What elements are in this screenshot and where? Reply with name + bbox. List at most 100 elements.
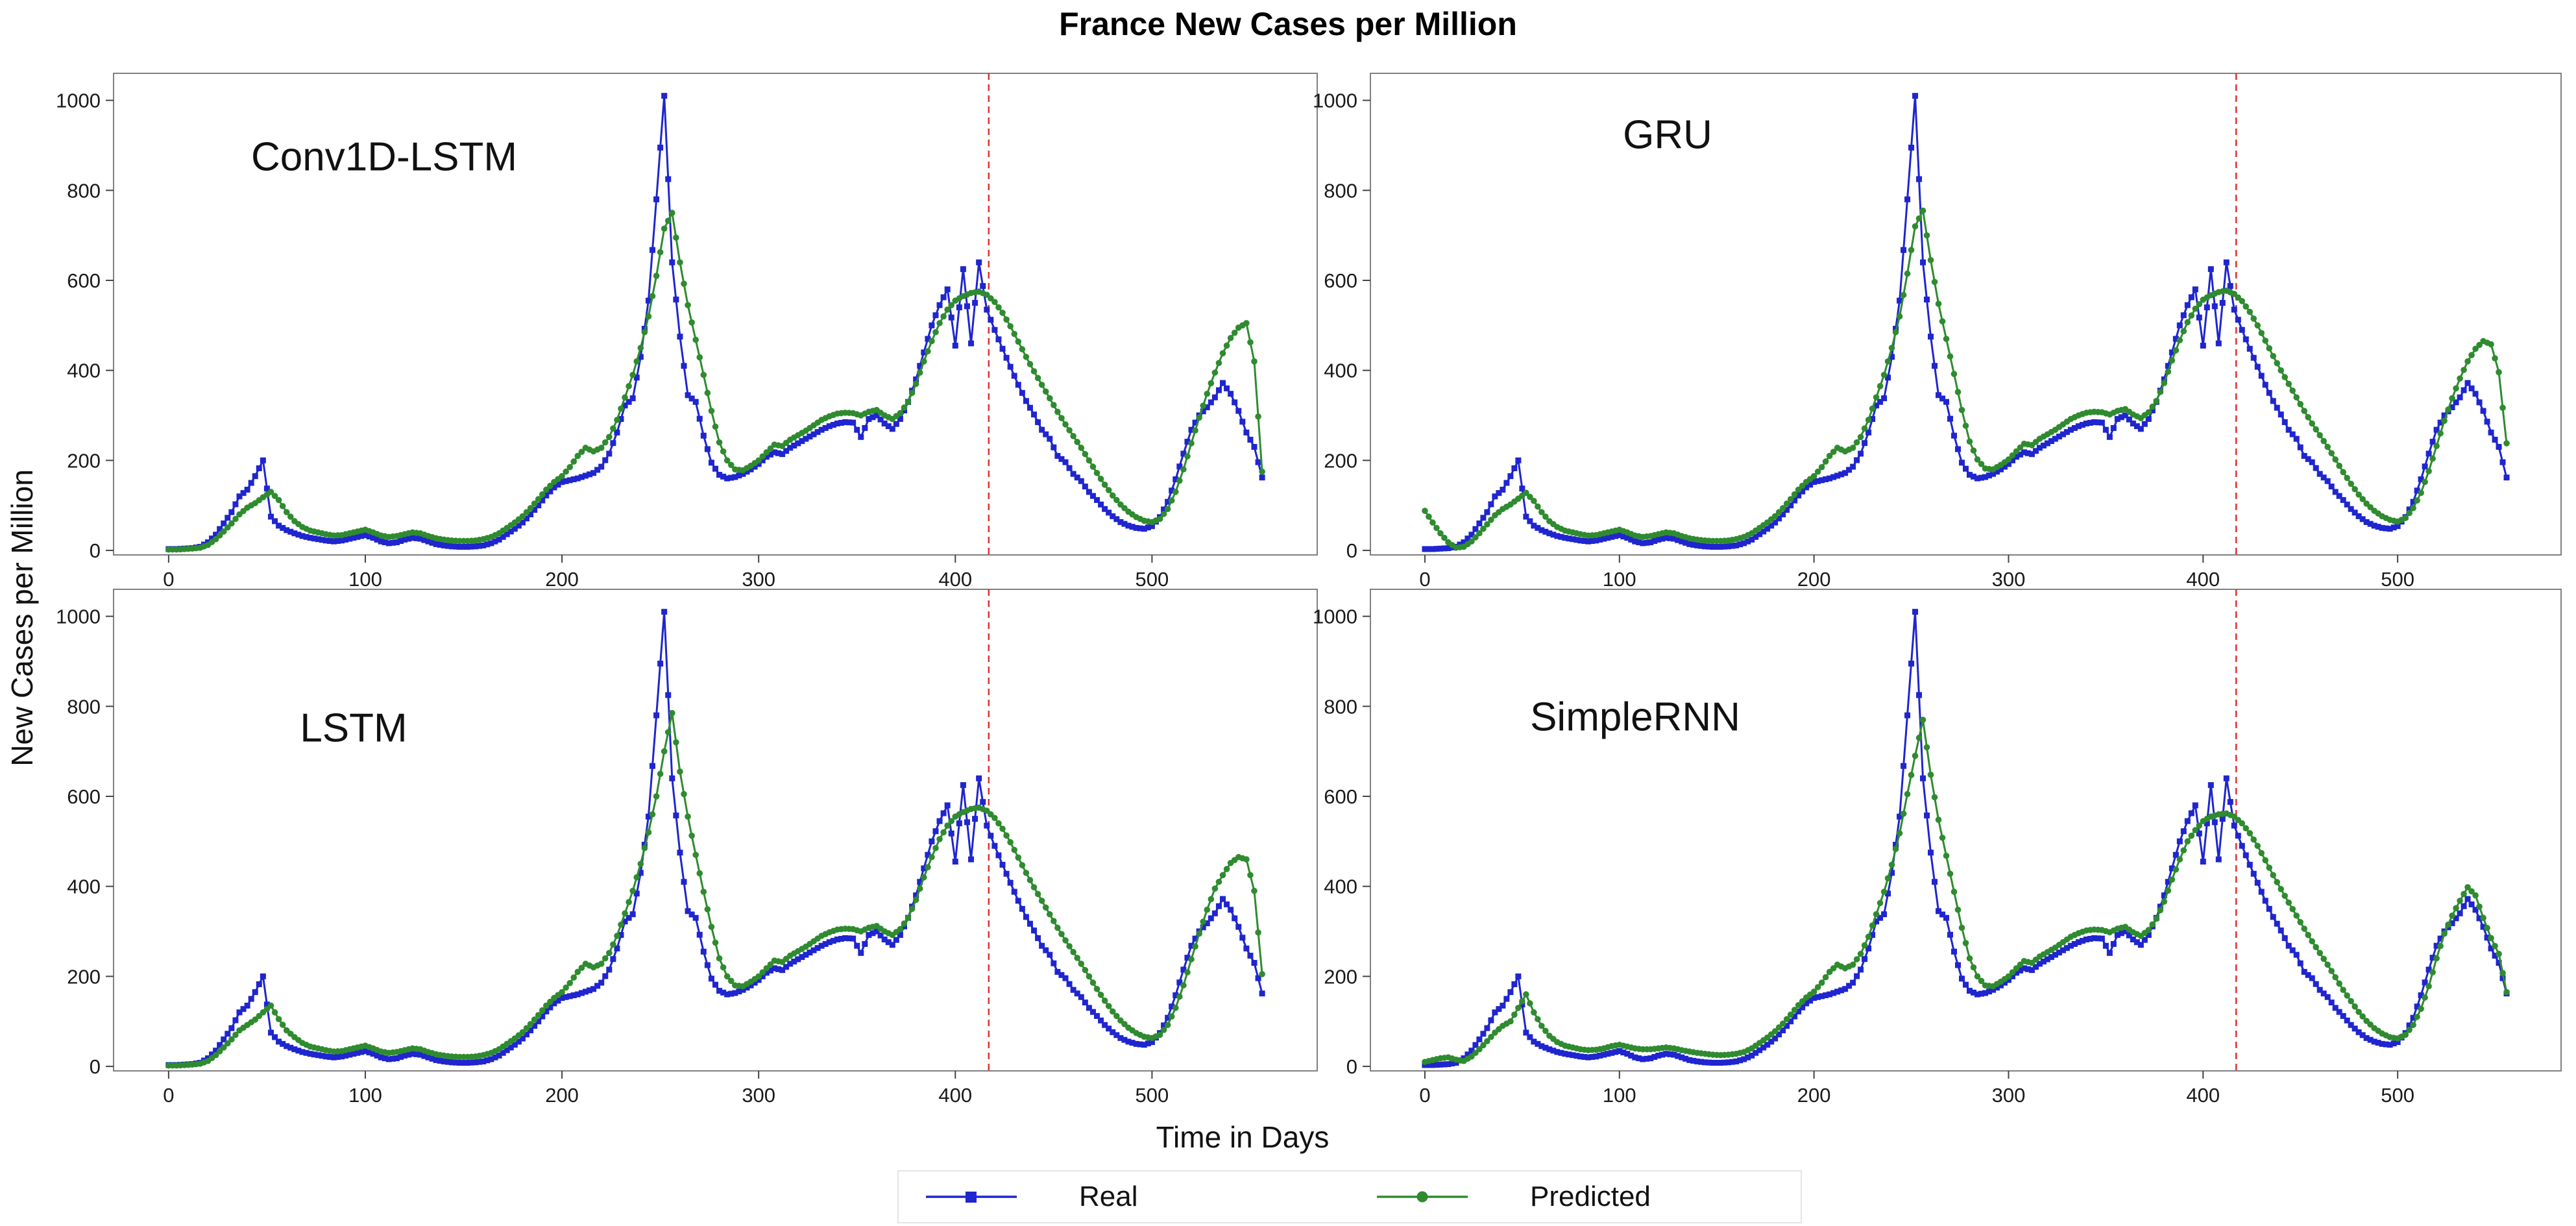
marker — [1827, 475, 1833, 482]
x-tick-label: 100 — [1603, 568, 1636, 591]
marker — [1714, 544, 1720, 550]
marker — [1974, 973, 1981, 980]
marker — [925, 348, 931, 355]
marker — [889, 942, 895, 948]
marker — [664, 217, 672, 224]
marker — [547, 998, 553, 1005]
marker — [2122, 412, 2128, 419]
marker — [1706, 1059, 1712, 1066]
marker — [2464, 884, 2471, 890]
marker — [1228, 907, 1234, 913]
marker — [991, 299, 998, 306]
marker — [1019, 346, 1026, 352]
marker — [1078, 994, 1084, 1000]
marker — [1054, 452, 1061, 459]
marker — [504, 531, 510, 537]
marker — [881, 421, 888, 427]
marker — [378, 1054, 384, 1060]
marker — [1031, 927, 1038, 934]
marker — [1725, 543, 1732, 550]
marker — [1838, 987, 1845, 994]
marker — [2274, 360, 2281, 367]
marker — [2242, 852, 2249, 859]
marker — [1978, 990, 1984, 997]
marker — [1480, 1042, 1487, 1049]
marker — [303, 533, 310, 540]
marker — [1488, 517, 1494, 523]
marker — [755, 977, 762, 983]
marker — [614, 933, 620, 939]
marker — [1535, 1040, 1541, 1047]
marker — [271, 1009, 278, 1016]
marker — [1097, 992, 1104, 998]
marker — [1958, 924, 1965, 931]
marker — [920, 358, 927, 365]
marker — [2083, 421, 2089, 427]
marker — [1850, 463, 1856, 470]
marker — [2172, 852, 2179, 858]
marker — [606, 966, 613, 973]
marker — [2453, 905, 2459, 912]
marker — [472, 543, 479, 550]
marker — [1877, 398, 1884, 405]
marker — [614, 945, 620, 951]
marker — [1620, 533, 1627, 540]
marker — [267, 489, 274, 495]
marker — [1054, 968, 1061, 975]
marker — [787, 445, 794, 451]
marker — [2464, 380, 2471, 386]
marker — [1200, 408, 1206, 415]
marker — [1986, 988, 1992, 995]
marker — [2320, 990, 2327, 997]
marker — [2441, 417, 2448, 424]
marker — [1893, 842, 1899, 848]
plot-border — [113, 589, 1318, 1072]
marker — [480, 542, 487, 548]
marker — [1255, 929, 1261, 936]
marker — [747, 466, 754, 472]
marker — [578, 474, 585, 480]
marker — [1826, 452, 1833, 460]
marker — [1519, 485, 1525, 492]
marker — [433, 541, 439, 547]
marker — [335, 538, 341, 545]
marker — [1897, 297, 1903, 304]
marker — [1074, 955, 1081, 961]
marker — [999, 826, 1006, 832]
marker — [1211, 394, 1218, 400]
marker — [1787, 496, 1794, 502]
marker — [1468, 538, 1475, 545]
marker — [1093, 985, 1100, 992]
marker — [1803, 484, 1810, 491]
marker — [2351, 485, 2358, 493]
marker — [2293, 912, 2300, 919]
marker — [1196, 414, 1202, 421]
marker — [1449, 1060, 1455, 1067]
marker — [1862, 440, 1868, 447]
marker — [2363, 1035, 2370, 1041]
marker — [1117, 1035, 1124, 1041]
marker — [370, 535, 376, 541]
marker — [920, 874, 927, 881]
marker — [1771, 1028, 1779, 1035]
marker — [960, 782, 966, 789]
marker — [822, 940, 829, 947]
predicted-series — [1422, 207, 2510, 551]
marker — [2180, 328, 2187, 335]
marker — [2313, 465, 2319, 471]
marker — [2102, 942, 2109, 949]
marker — [1023, 398, 1029, 404]
marker — [1129, 1040, 1136, 1046]
marker — [2095, 419, 2101, 426]
marker — [1570, 1052, 1576, 1059]
y-tick-label: 0 — [90, 1055, 101, 1078]
marker — [1058, 456, 1065, 462]
marker — [1208, 896, 1215, 903]
marker — [1857, 434, 1864, 441]
marker — [2087, 419, 2093, 426]
marker — [2184, 818, 2191, 824]
marker — [2480, 408, 2486, 414]
y-tick-label: 0 — [1346, 1055, 1357, 1078]
marker — [645, 313, 652, 320]
marker — [409, 1051, 416, 1057]
